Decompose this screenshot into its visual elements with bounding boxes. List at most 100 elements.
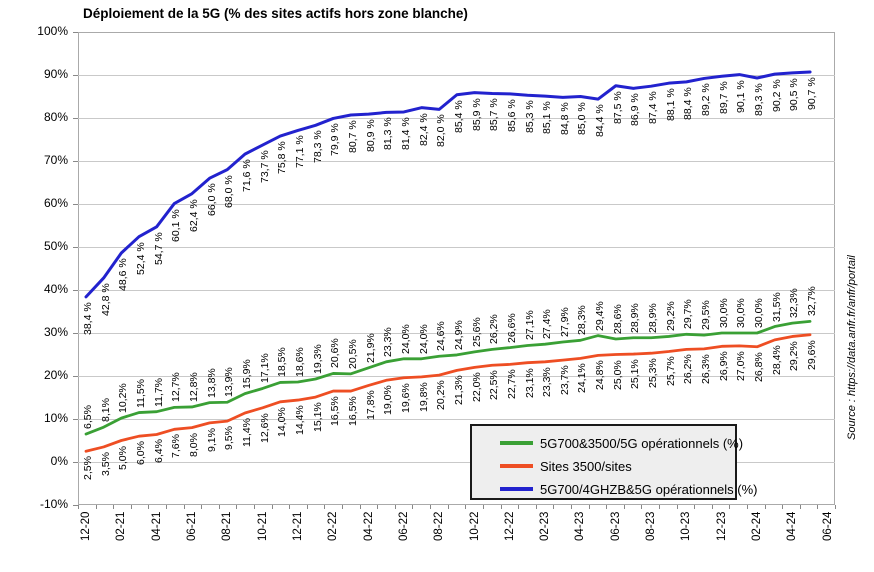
data-label: 15,1%: [311, 402, 324, 433]
data-label: 7,6%: [170, 434, 183, 459]
data-label: 20,2%: [435, 380, 448, 411]
data-label: 21,9%: [364, 333, 377, 363]
x-axis-tick: [518, 505, 520, 509]
data-label: 23,7%: [558, 365, 571, 396]
x-axis-tick: [95, 505, 97, 509]
x-axis-tick: [623, 505, 625, 509]
data-label: 52,4 %: [134, 241, 147, 275]
data-label: 29,2%: [788, 341, 801, 372]
data-label: 24,0%: [417, 324, 430, 354]
gridline: [78, 462, 835, 463]
y-axis-label: 80%: [43, 110, 68, 124]
y-axis-label: 60%: [43, 196, 68, 210]
y-axis-label: 30%: [43, 325, 68, 339]
x-axis-tick: [500, 505, 502, 509]
data-label: 82,0 %: [435, 114, 448, 148]
data-label: 30,0%: [717, 298, 730, 328]
data-label: 85,6 %: [505, 99, 518, 132]
gridline: [78, 247, 835, 248]
x-axis-tick: [570, 505, 572, 509]
data-label: 75,8 %: [276, 141, 289, 175]
data-label: 6,0%: [134, 441, 147, 466]
y-axis-tick: [73, 333, 78, 334]
data-label: 29,7%: [682, 299, 695, 330]
y-axis-tick: [73, 376, 78, 377]
y-axis-tick: [73, 419, 78, 420]
x-axis-tick: [746, 505, 748, 509]
data-label: 88,4 %: [682, 87, 695, 120]
x-axis-tick: [201, 505, 203, 509]
x-axis-tick: [166, 505, 168, 509]
data-label: 85,7 %: [488, 98, 501, 132]
data-label: 73,7 %: [258, 150, 271, 184]
data-label: 24,8%: [594, 360, 607, 391]
x-axis-tick: [535, 505, 537, 509]
x-axis-tick: [711, 505, 713, 509]
data-label: 26,2%: [682, 354, 695, 385]
legend-swatch-orange: [500, 464, 533, 468]
gridline: [78, 333, 835, 334]
x-axis-tick: [606, 505, 608, 509]
data-label: 14,4%: [293, 405, 306, 436]
data-label: 12,8%: [187, 372, 200, 402]
data-label: 22,0%: [470, 372, 483, 403]
data-label: 9,1%: [205, 427, 218, 452]
legend-swatch-blue: [500, 487, 533, 491]
data-label: 89,7 %: [717, 81, 730, 115]
data-label: 27,4%: [541, 309, 554, 340]
data-label: 81,3 %: [382, 117, 395, 151]
data-label: 15,9%: [240, 358, 253, 389]
data-label: 11,7%: [152, 377, 165, 407]
x-axis-tick: [482, 505, 484, 509]
data-label: 82,4 %: [417, 112, 430, 146]
data-label: 84,8 %: [558, 102, 571, 136]
data-label: 89,2 %: [700, 83, 713, 117]
data-label: 23,1%: [523, 367, 536, 398]
data-label: 26,9%: [717, 351, 730, 382]
source-note: Source : https://data.anfr.fr/anfr/porta…: [846, 255, 858, 440]
x-axis-tick: [817, 505, 819, 509]
x-axis-tick: [782, 505, 784, 509]
x-axis-tick: [254, 505, 256, 509]
data-label: 14,0%: [276, 407, 289, 437]
data-label: 11,4%: [240, 417, 253, 447]
x-axis-tick: [553, 505, 555, 509]
data-label: 19,0%: [382, 385, 395, 416]
x-axis-tick: [271, 505, 273, 509]
data-label: 87,5 %: [611, 91, 624, 124]
legend-label: 5G700/4GHZB&5G opérationnels (%): [540, 481, 758, 497]
data-label: 26,3%: [700, 354, 713, 384]
x-axis-tick: [694, 505, 696, 509]
data-label: 13,9%: [223, 367, 236, 398]
y-axis-tick: [73, 75, 78, 76]
data-label: 86,9 %: [629, 93, 642, 127]
x-axis-tick: [289, 505, 291, 509]
x-axis-tick: [588, 505, 590, 509]
x-axis-tick: [641, 505, 643, 509]
series-line-2: [84, 70, 812, 299]
data-label: 29,6%: [806, 339, 819, 370]
data-label: 32,7%: [806, 286, 819, 317]
data-label: 29,5%: [700, 300, 713, 331]
data-label: 85,0 %: [576, 101, 589, 135]
x-axis-tick: [465, 505, 467, 509]
x-axis-tick: [183, 505, 185, 509]
x-axis-tick: [447, 505, 449, 509]
data-label: 42,8 %: [99, 283, 112, 316]
data-label: 22,7%: [505, 369, 518, 400]
data-label: 23,3%: [382, 327, 395, 357]
data-label: 66,0 %: [205, 183, 218, 217]
legend-label: Sites 3500/sites: [540, 458, 632, 474]
data-label: 25,6%: [470, 317, 483, 347]
x-axis-tick: [835, 505, 836, 509]
data-label: 16,5%: [329, 396, 342, 427]
x-axis-tick: [236, 505, 238, 509]
data-label: 81,4 %: [399, 117, 412, 150]
data-label: 6,4%: [152, 439, 165, 464]
data-label: 29,4%: [594, 300, 607, 331]
x-axis-tick: [377, 505, 379, 509]
data-label: 20,5%: [346, 339, 359, 369]
data-label: 85,9 %: [470, 97, 483, 131]
data-label: 19,3%: [311, 344, 324, 374]
